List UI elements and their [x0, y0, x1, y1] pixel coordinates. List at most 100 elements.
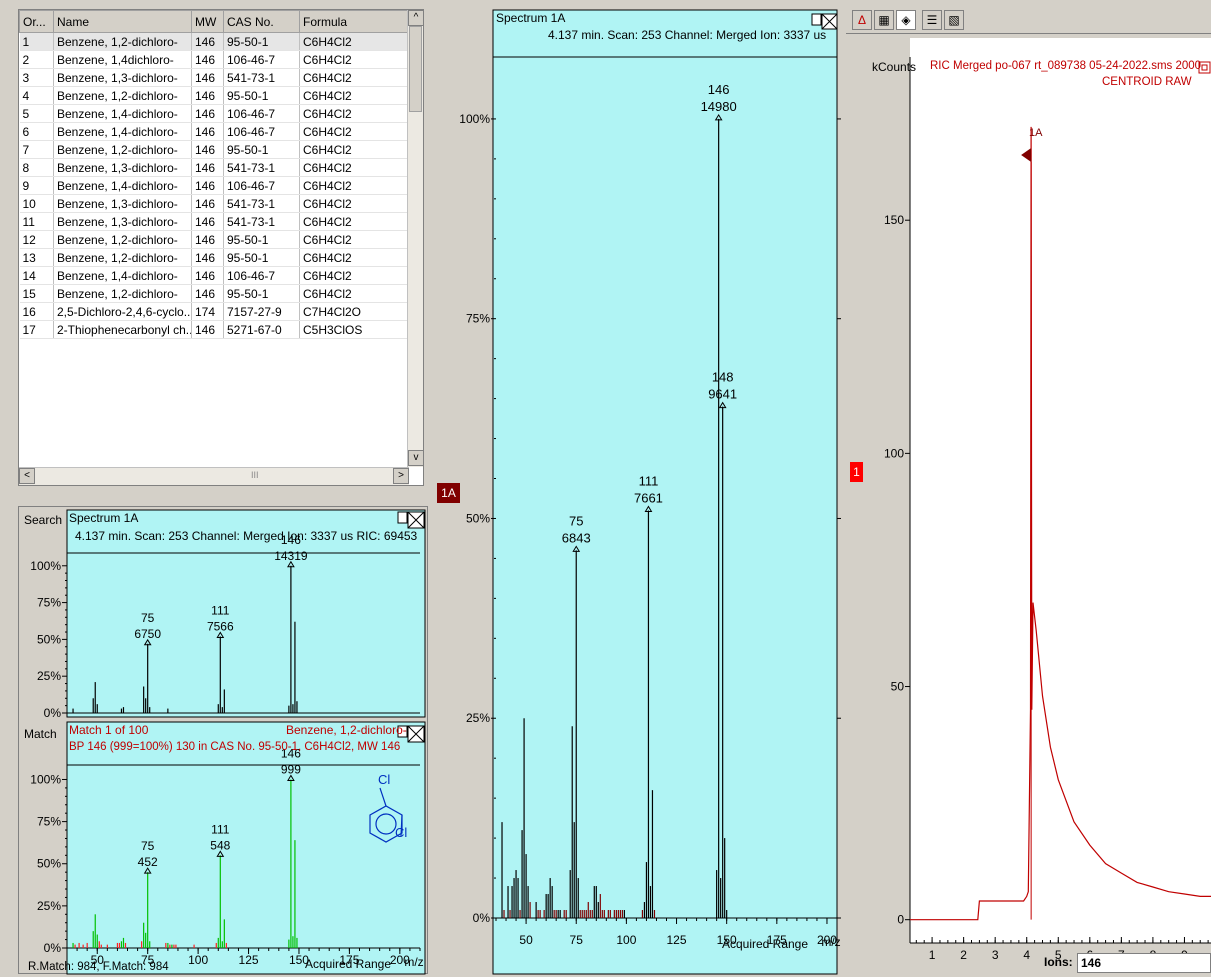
column-header-name[interactable]: Name: [53, 10, 192, 33]
library-hit-table: Or... Name MW CAS No. Formula 1 Benzene, …: [18, 9, 424, 486]
table-row[interactable]: 5 Benzene, 1,4-dichloro- 146 106-46-7 C6H4Cl…: [19, 104, 410, 123]
row-order: 15: [19, 284, 54, 303]
scroll-left-icon[interactable]: <: [19, 468, 35, 484]
table-row[interactable]: 14 Benzene, 1,4-dichloro- 146 106-46-7 C6H4C…: [19, 266, 410, 285]
row-name: Benzene, 1,3-dichloro-: [53, 68, 192, 87]
scroll-down-icon[interactable]: v: [408, 450, 424, 466]
ric-x-tick-label: 1: [929, 948, 936, 962]
table-tool-icon[interactable]: ▧: [944, 10, 964, 30]
zoom-tool-icon[interactable]: ◈: [896, 10, 916, 30]
peak-intensity-label: 14980: [701, 99, 737, 114]
list-tool-icon[interactable]: ☰: [922, 10, 942, 30]
main-spectrum-title: Spectrum 1A: [496, 11, 566, 25]
table-row[interactable]: 9 Benzene, 1,4-dichloro- 146 106-46-7 C6H4Cl…: [19, 176, 410, 195]
table-row[interactable]: 15 Benzene, 1,2-dichloro- 146 95-50-1 C6H4Cl…: [19, 284, 410, 303]
y-tick-label: 0%: [473, 911, 491, 925]
row-order: 1: [19, 32, 54, 51]
scroll-thumb[interactable]: [409, 26, 422, 112]
table-row[interactable]: 8 Benzene, 1,3-dichloro- 146 541-73-1 C6H4Cl…: [19, 158, 410, 177]
match-plot-background: [66, 721, 426, 975]
column-header-mw[interactable]: MW: [191, 10, 224, 33]
row-cas: 541-73-1: [223, 158, 300, 177]
peak-tool-icon[interactable]: Δ: [852, 10, 872, 30]
x-tick-label: 75: [570, 933, 584, 947]
scroll-right-icon[interactable]: >: [393, 468, 409, 484]
peak-apex-marker: [714, 113, 723, 121]
row-formula: C5H3ClOS: [299, 320, 410, 339]
row-mw: 146: [191, 32, 224, 51]
row-name: 2-Thiophenecarbonyl ch...: [53, 320, 192, 339]
row-formula: C7H4Cl2O: [299, 302, 410, 321]
search-spectrum-title: Spectrum 1A: [69, 511, 139, 525]
row-mw: 146: [191, 230, 224, 249]
table-vertical-scrollbar[interactable]: ^ v: [407, 10, 424, 467]
table-row[interactable]: 11 Benzene, 1,3-dichloro- 146 541-73-1 C6H4C…: [19, 212, 410, 231]
peak-mz-label: 75: [141, 839, 155, 853]
peak-intensity-label: 14319: [274, 549, 308, 563]
ric-peak-label: 1A: [1029, 127, 1043, 139]
search-side-label: Search: [24, 513, 63, 527]
table-header: Or... Name MW CAS No. Formula: [19, 10, 410, 33]
row-formula: C6H4Cl2: [299, 50, 410, 69]
row-cas: 95-50-1: [223, 86, 300, 105]
table-row[interactable]: 10 Benzene, 1,3-dichloro- 146 541-73-1 C6H4C…: [19, 194, 410, 213]
column-header-formula[interactable]: Formula: [299, 10, 410, 33]
table-row[interactable]: 12 Benzene, 1,2-dichloro- 146 95-50-1 C6H4Cl…: [19, 230, 410, 249]
x-tick-label: 50: [519, 933, 533, 947]
y-tick-label: 100%: [30, 772, 61, 786]
peak-intensity-label: 7566: [207, 619, 234, 633]
x-tick-label: 150: [289, 953, 309, 967]
x-tick-label: 75: [141, 953, 155, 967]
row-mw: 146: [191, 140, 224, 159]
x-tick-label: 50: [91, 953, 105, 967]
ric-y-axis-label: kCounts: [872, 60, 917, 74]
search-spectrum-chart: 0% 25% 50% 75% 100% 75 6750 111 7566 146 14319: [30, 533, 420, 720]
row-formula: C6H4Cl2: [299, 248, 410, 267]
column-header-cas[interactable]: CAS No.: [223, 10, 300, 33]
table-row[interactable]: 16 2,5-Dichloro-2,4,6-cyclo... 174 7157-27-…: [19, 302, 410, 321]
peak-mz-label: 148: [712, 370, 734, 385]
table-row[interactable]: 1 Benzene, 1,2-dichloro- 146 95-50-1 C6H4Cl2: [19, 32, 410, 51]
peak-mz-label: 111: [639, 473, 659, 488]
table-row[interactable]: 2 Benzene, 1,4dichloro- 146 106-46-7 C6H4Cl2: [19, 50, 410, 69]
row-formula: C6H4Cl2: [299, 86, 410, 105]
ric-y-tick-label: 0: [897, 913, 904, 927]
scroll-thumb-grip[interactable]: III: [251, 470, 259, 480]
table-row[interactable]: 17 2-Thiophenecarbonyl ch... 146 5271-67-0 C…: [19, 320, 410, 339]
channel-marker-badge[interactable]: 1: [850, 462, 863, 482]
row-name: Benzene, 1,4-dichloro-: [53, 104, 192, 123]
ric-panel-restore-icon[interactable]: [1198, 61, 1211, 74]
y-tick-label: 100%: [459, 112, 490, 126]
peak-apex-marker: [572, 545, 581, 552]
row-mw: 174: [191, 302, 224, 321]
table-row[interactable]: 3 Benzene, 1,3-dichloro- 146 541-73-1 C6H4Cl…: [19, 68, 410, 87]
match-panel-close-icon[interactable]: [397, 725, 425, 743]
row-order: 3: [19, 68, 54, 87]
table-horizontal-scrollbar[interactable]: < III >: [19, 467, 409, 485]
main-spectrum-close-icon[interactable]: [811, 13, 838, 30]
table-row[interactable]: 13 Benzene, 1,2-dichloro- 146 95-50-1 C6H4Cl…: [19, 248, 410, 267]
table-row[interactable]: 7 Benzene, 1,2-dichloro- 146 95-50-1 C6H4Cl2: [19, 140, 410, 159]
x-axis-note: Acquired Range: [305, 957, 391, 971]
table-row[interactable]: 6 Benzene, 1,4-dichloro- 146 106-46-7 C6H4Cl…: [19, 122, 410, 141]
peak-mz-label: 75: [569, 513, 583, 528]
table-row[interactable]: 4 Benzene, 1,2-dichloro- 146 95-50-1 C6H4Cl2: [19, 86, 410, 105]
ions-input[interactable]: 146: [1077, 953, 1211, 973]
y-tick-label: 100%: [30, 559, 61, 573]
ric-title: RIC Merged po-067 rt_089738 05-24-2022.s…: [930, 60, 1202, 72]
match-index-title: Match 1 of 100: [69, 723, 149, 737]
peak-marker-icon[interactable]: [1021, 148, 1032, 162]
ric-plot-background: [910, 38, 1211, 943]
ric-y-tick-label: 100: [884, 446, 904, 460]
search-panel-close-icon[interactable]: [397, 511, 425, 529]
spectrum-tag-badge[interactable]: 1A: [437, 483, 460, 503]
scroll-up-icon[interactable]: ^: [408, 10, 424, 26]
column-header-order[interactable]: Or...: [19, 10, 54, 33]
ric-y-tick-label: 150: [884, 213, 904, 227]
peak-intensity-label: 9641: [708, 387, 737, 402]
benzene-structure-icon: [369, 787, 403, 843]
peak-intensity-label: 999: [281, 762, 301, 776]
match-compound-name: Benzene, 1,2-dichloro-: [286, 723, 407, 737]
grid-tool-icon[interactable]: ▦: [874, 10, 894, 30]
